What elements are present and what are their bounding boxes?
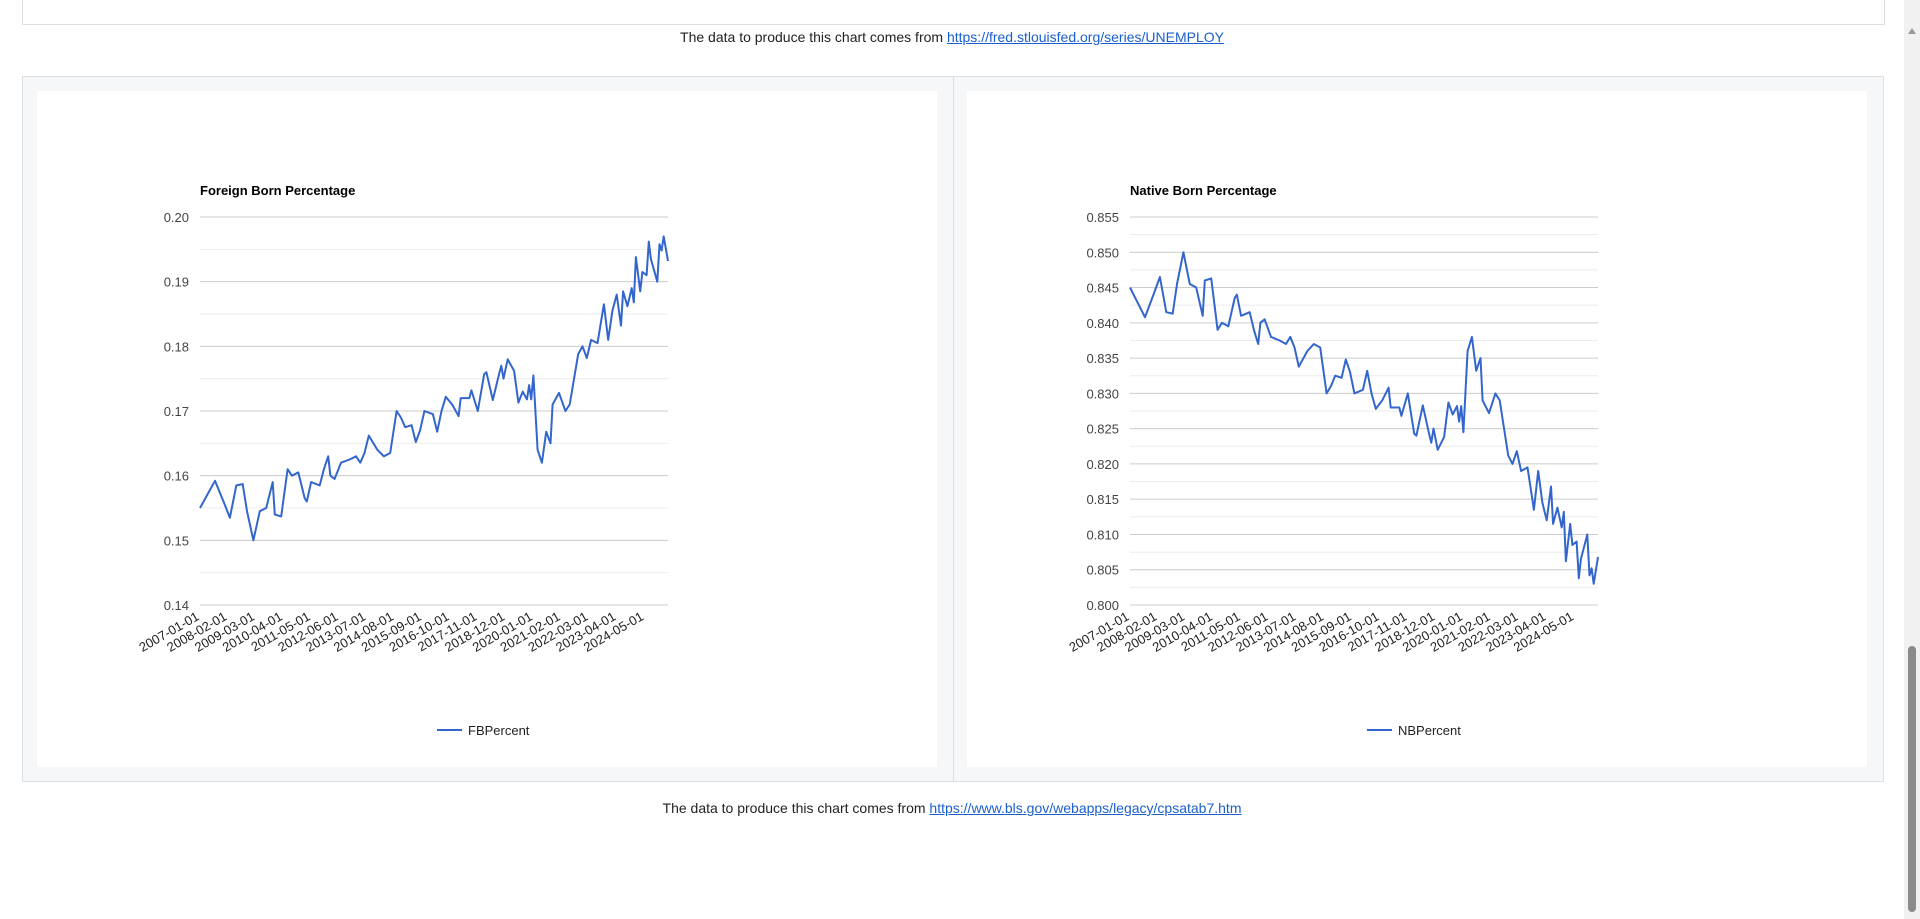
y-tick-label: 0.18 bbox=[164, 339, 189, 354]
legend-label: NBPercent bbox=[1398, 723, 1461, 738]
y-tick-label: 0.850 bbox=[1086, 245, 1119, 260]
y-tick-label: 0.16 bbox=[164, 469, 189, 484]
page-scrollbar[interactable] bbox=[1904, 0, 1920, 919]
y-tick-label: 0.815 bbox=[1086, 492, 1119, 507]
y-tick-label: 0.810 bbox=[1086, 527, 1119, 542]
source-link-bls[interactable]: https://www.bls.gov/webapps/legacy/cpsat… bbox=[929, 800, 1242, 816]
scroll-up-arrow-icon[interactable] bbox=[1908, 28, 1916, 34]
foreign-born-chart-panel: Foreign Born Percentage 0.14 0.15 0.16 0.17 0… bbox=[37, 91, 937, 767]
y-tick-label: 0.830 bbox=[1086, 386, 1119, 401]
source-text: The data to produce this chart comes fro… bbox=[662, 800, 930, 816]
source-note-unemploy: The data to produce this chart comes fro… bbox=[0, 29, 1904, 45]
y-tick-label: 0.19 bbox=[164, 275, 189, 290]
chart-title: Native Born Percentage bbox=[1130, 183, 1277, 198]
native-born-chart: Native Born Percentage 0.800 0.805 0.810 0.8… bbox=[1066, 183, 1599, 738]
y-tick-label: 0.820 bbox=[1086, 457, 1119, 472]
native-born-chart-panel: Native Born Percentage 0.800 0.805 0.810 0.8… bbox=[967, 91, 1867, 767]
charts-container: Foreign Born Percentage 0.14 0.15 0.16 0.17 0… bbox=[22, 76, 1884, 782]
previous-chart-card bbox=[22, 0, 1885, 25]
source-text: The data to produce this chart comes fro… bbox=[680, 29, 947, 45]
y-tick-label: 0.800 bbox=[1086, 598, 1119, 613]
y-tick-label: 0.835 bbox=[1086, 351, 1119, 366]
y-tick-label: 0.855 bbox=[1086, 210, 1119, 225]
source-link-fred[interactable]: https://fred.stlouisfed.org/series/UNEMP… bbox=[946, 29, 1224, 45]
y-tick-label: 0.825 bbox=[1086, 422, 1119, 437]
foreign-born-chart: Foreign Born Percentage 0.14 0.15 0.16 0.17 0… bbox=[136, 183, 669, 738]
chart-title: Foreign Born Percentage bbox=[200, 183, 355, 198]
panel-divider bbox=[953, 77, 954, 781]
scrollbar-thumb[interactable] bbox=[1908, 646, 1916, 912]
y-tick-label: 0.845 bbox=[1086, 281, 1119, 296]
series-line-NBPercent bbox=[1129, 251, 1599, 585]
y-tick-label: 0.805 bbox=[1086, 563, 1119, 578]
y-tick-label: 0.17 bbox=[164, 404, 189, 419]
y-tick-label: 0.15 bbox=[164, 533, 189, 548]
y-tick-label: 0.14 bbox=[164, 598, 189, 613]
y-tick-label: 0.840 bbox=[1086, 316, 1119, 331]
source-note-bls: The data to produce this chart comes fro… bbox=[0, 800, 1904, 816]
y-tick-label: 0.20 bbox=[164, 210, 189, 225]
legend-label: FBPercent bbox=[468, 723, 530, 738]
series-line-FBPercent bbox=[199, 235, 669, 542]
